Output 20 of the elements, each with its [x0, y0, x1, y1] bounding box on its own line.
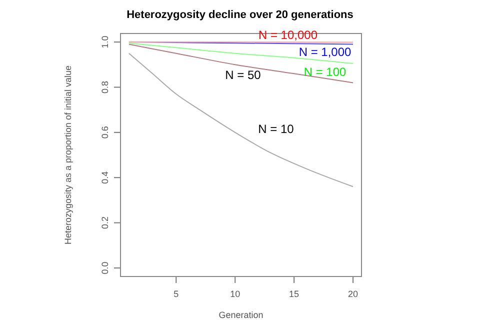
x-axis-title: Generation [218, 310, 264, 320]
x-tick-label: 20 [348, 289, 358, 299]
line-series [128, 42, 354, 64]
x-tick-label: 10 [230, 289, 240, 299]
series-label: N = 50 [225, 68, 262, 82]
y-tick-label: 0.0 [100, 262, 110, 274]
y-tick-label: 0.6 [100, 126, 110, 139]
series-label: N = 100 [304, 65, 346, 80]
line-series [128, 44, 354, 84]
series-label: N = 10,000 [258, 28, 318, 42]
y-tick-label: 0.2 [100, 216, 110, 230]
x-tick-label: 5 [174, 289, 179, 299]
series-label: N = 10 [258, 122, 294, 136]
series-label: N = 1,000 [298, 45, 352, 60]
chart-title: Heterozygosity decline over 20 generations [126, 9, 354, 21]
y-tick-label: 1.0 [100, 36, 110, 48]
y-tick-label: 0.4 [100, 171, 110, 184]
x-tick-label: 15 [289, 289, 300, 299]
y-axis-title: Heterozygosity as a proportion of initial value [63, 65, 74, 245]
y-tick-label: 0.8 [100, 80, 110, 94]
